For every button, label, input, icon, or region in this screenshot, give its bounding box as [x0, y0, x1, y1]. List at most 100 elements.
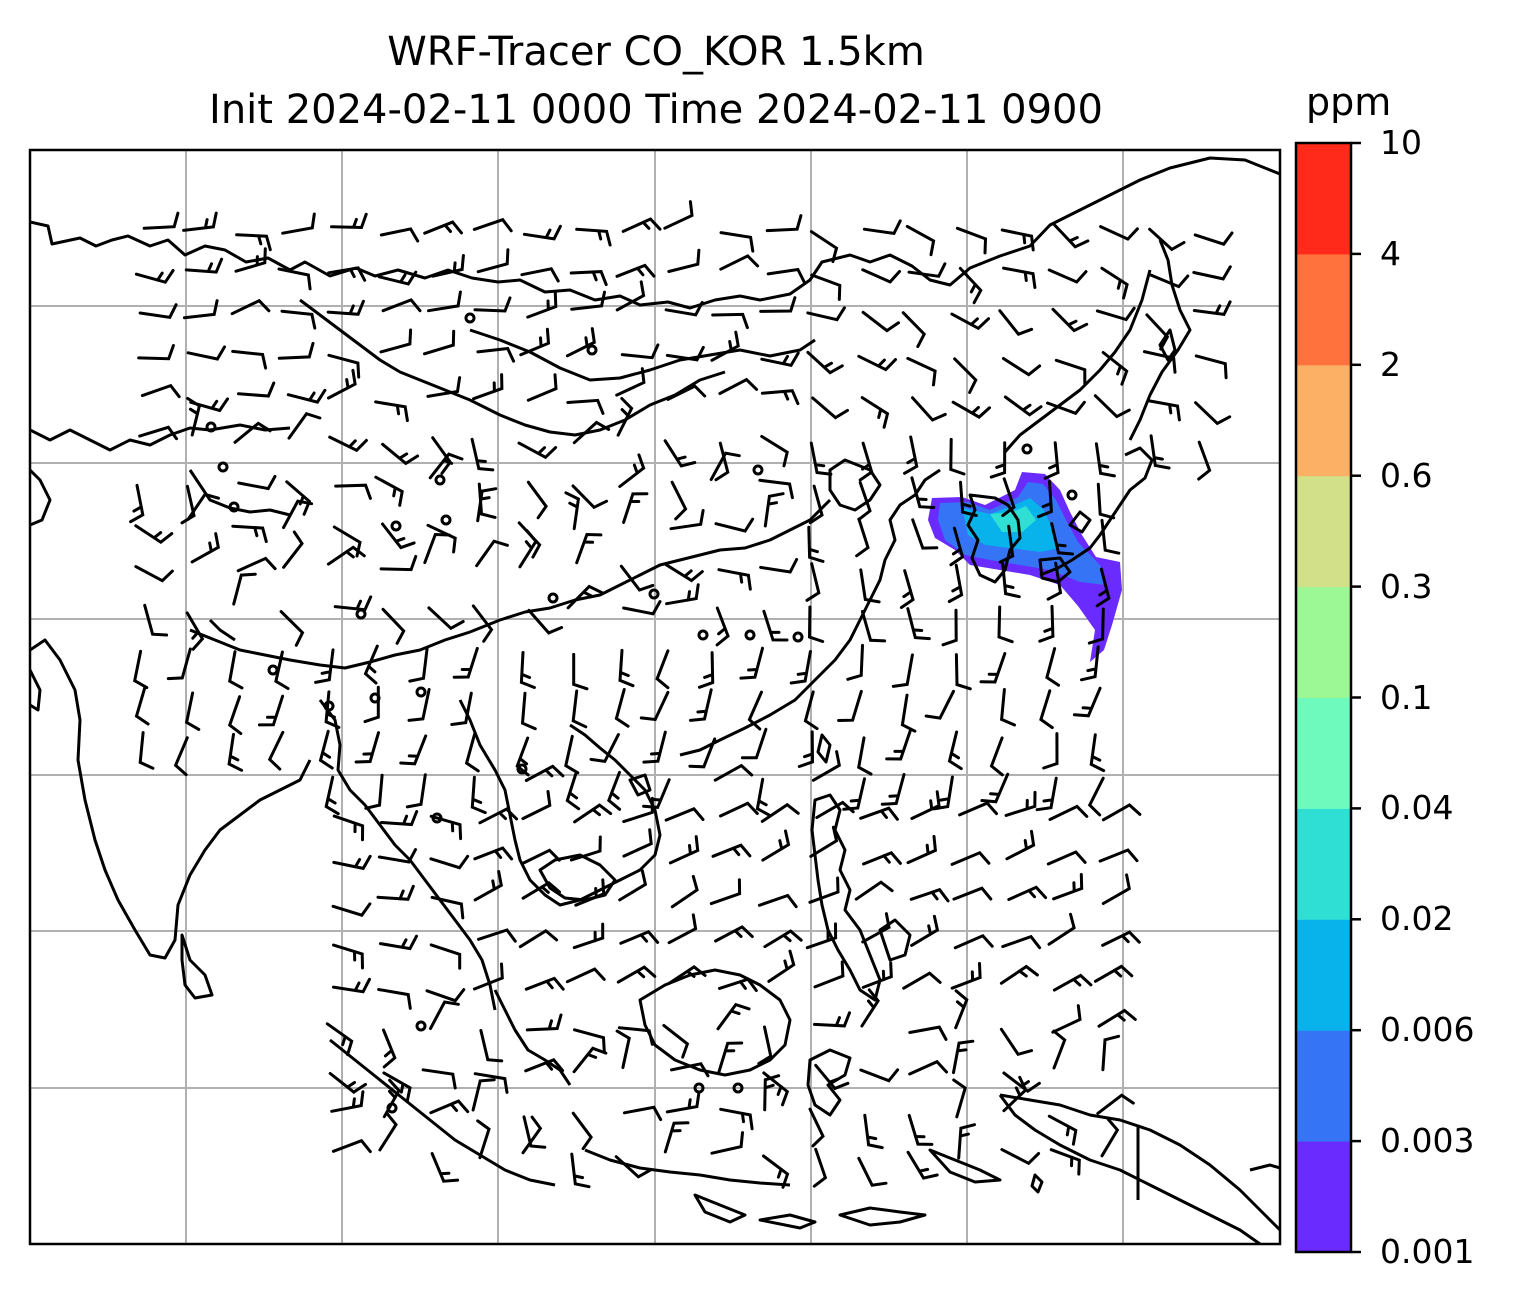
wind-barb — [1004, 790, 1037, 817]
wind-barb — [473, 870, 503, 902]
wind-barb — [667, 913, 698, 945]
wind-barb — [1095, 567, 1111, 608]
wind-barb — [521, 1115, 543, 1155]
wind-barb — [286, 388, 327, 404]
wind-barb — [1039, 689, 1054, 730]
colorbar-tick-label: 2 — [1380, 344, 1401, 384]
wind-barb — [688, 737, 717, 769]
wind-barb — [134, 685, 150, 726]
wind-barb — [519, 327, 551, 357]
wind-barb — [1000, 228, 1035, 252]
wind-barb — [427, 290, 462, 313]
wind-barb — [429, 1000, 460, 1030]
wind-barb — [407, 688, 431, 722]
wind-barb — [639, 690, 670, 722]
wind-barb — [184, 257, 224, 274]
wind-barb — [665, 1091, 701, 1114]
colorbar-unit-label: ppm — [1306, 80, 1392, 124]
wind-barb — [1148, 227, 1186, 252]
wind-barb — [274, 650, 290, 690]
wind-barb — [664, 807, 705, 822]
wind-barb — [900, 693, 917, 733]
wind-barb — [760, 434, 789, 468]
wind-barb — [1047, 912, 1076, 946]
wind-barb — [374, 400, 409, 423]
colorbar-tick-label: 0.6 — [1380, 455, 1433, 495]
colorbar-ticks — [1351, 141, 1361, 1254]
wind-barb — [526, 480, 548, 520]
colorbar-block — [1296, 364, 1351, 477]
wind-barb — [332, 854, 372, 871]
colorbar-block — [1296, 143, 1351, 255]
wind-barb — [622, 796, 654, 824]
wind-barb — [763, 929, 803, 949]
wind-barb — [713, 763, 754, 782]
wind-barb — [1194, 401, 1232, 426]
wind-barb — [951, 400, 991, 419]
wind-barb — [280, 309, 317, 330]
wind-barb — [989, 441, 1007, 479]
wind-barb — [709, 451, 741, 481]
wind-barb — [1192, 300, 1232, 317]
wind-barb — [572, 652, 589, 691]
wind-barb — [910, 476, 936, 509]
wind-barb — [267, 730, 285, 771]
wind-barb — [521, 790, 552, 821]
wind-barb — [473, 296, 512, 313]
wind-barb — [857, 1156, 888, 1187]
colorbar-tick-label: 4 — [1380, 233, 1401, 273]
wind-barb — [364, 773, 384, 810]
wind-barb — [277, 341, 315, 360]
wind-barb — [227, 732, 244, 772]
wind-barb — [812, 1147, 828, 1188]
wind-barb — [133, 649, 149, 690]
wind-barb — [1049, 1148, 1081, 1176]
wind-barb — [813, 1011, 851, 1028]
wind-barb — [129, 483, 145, 524]
wind-barb — [334, 483, 372, 500]
wind-barb — [907, 262, 947, 278]
wind-barb — [906, 607, 931, 641]
wind-barb — [715, 606, 730, 647]
wind-barb — [279, 610, 305, 647]
wind-barb — [565, 967, 606, 984]
colorbar-block — [1296, 1141, 1351, 1253]
wind-barb — [517, 441, 558, 460]
wind-barb — [719, 801, 759, 818]
wind-barb — [857, 736, 873, 776]
wind-barb — [476, 487, 498, 523]
wind-barb — [761, 829, 791, 862]
wind-barb — [1101, 873, 1131, 905]
wind-barb — [901, 311, 927, 349]
wind-barb — [1053, 223, 1090, 249]
wind-barb — [1045, 647, 1061, 687]
wind-barb — [521, 880, 561, 900]
wind-barb — [714, 517, 755, 533]
wind-barb — [282, 530, 304, 569]
wind-barb — [426, 376, 462, 398]
wind-barb — [947, 563, 964, 603]
wind-barb — [573, 803, 613, 824]
wind-barb — [808, 876, 840, 904]
wind-barb — [326, 299, 365, 316]
wind-barb — [166, 647, 192, 681]
wind-barb — [1100, 1117, 1120, 1158]
wind-barb — [1100, 266, 1129, 300]
wind-barb — [476, 346, 516, 363]
wind-barb — [377, 848, 417, 864]
wind-barb — [1050, 522, 1074, 556]
wind-barb — [642, 730, 667, 764]
wind-barb — [1096, 1093, 1135, 1115]
wind-barb — [324, 775, 340, 816]
wind-barb — [518, 529, 538, 569]
wind-barb — [138, 303, 178, 319]
wind-barb — [717, 1041, 744, 1074]
wind-barb — [1101, 930, 1141, 947]
wind-barb — [426, 523, 457, 554]
wind-barb — [1100, 518, 1121, 555]
wind-barb — [526, 291, 558, 319]
wind-barb — [569, 270, 608, 287]
wind-barb — [190, 532, 220, 564]
wind-barb — [1094, 442, 1116, 478]
wind-barb — [907, 1113, 934, 1146]
